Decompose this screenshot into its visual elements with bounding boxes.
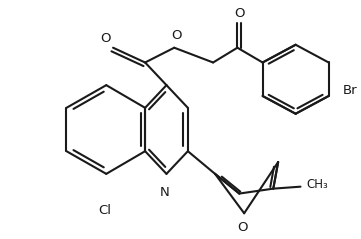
Text: O: O [234,7,244,20]
Text: Br: Br [343,84,358,97]
Text: O: O [101,32,111,45]
Text: Cl: Cl [98,204,111,217]
Text: O: O [171,29,182,42]
Text: N: N [160,186,169,199]
Text: CH₃: CH₃ [306,178,328,191]
Text: O: O [237,221,248,234]
